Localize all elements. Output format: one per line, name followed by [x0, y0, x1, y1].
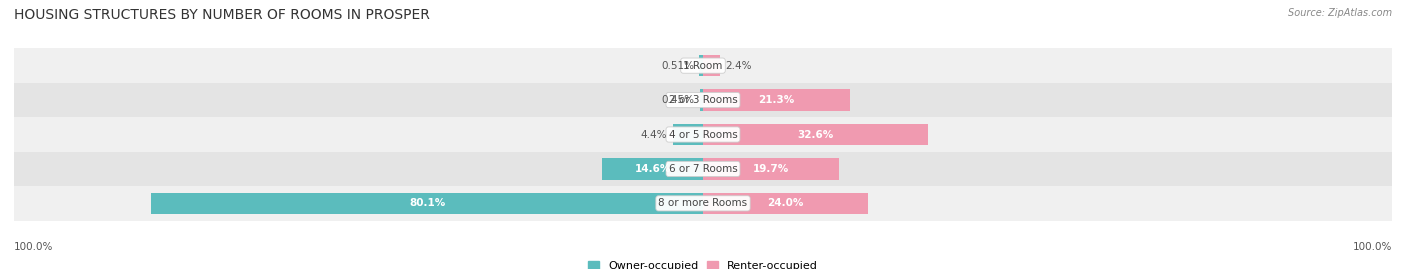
- Legend: Owner-occupied, Renter-occupied: Owner-occupied, Renter-occupied: [583, 256, 823, 269]
- Text: 4 or 5 Rooms: 4 or 5 Rooms: [669, 129, 737, 140]
- Bar: [14, 186, 1392, 221]
- Bar: [14, 152, 1392, 186]
- Text: 1 Room: 1 Room: [683, 61, 723, 71]
- Bar: [14, 48, 1392, 83]
- Bar: [703, 55, 720, 76]
- Text: 8 or more Rooms: 8 or more Rooms: [658, 198, 748, 208]
- Bar: [703, 193, 869, 214]
- Bar: [700, 89, 703, 111]
- Text: 2 or 3 Rooms: 2 or 3 Rooms: [669, 95, 737, 105]
- Bar: [672, 124, 703, 145]
- Text: HOUSING STRUCTURES BY NUMBER OF ROOMS IN PROSPER: HOUSING STRUCTURES BY NUMBER OF ROOMS IN…: [14, 8, 430, 22]
- Text: 2.4%: 2.4%: [725, 61, 752, 71]
- Text: 0.51%: 0.51%: [661, 61, 695, 71]
- Text: 14.6%: 14.6%: [634, 164, 671, 174]
- Text: 32.6%: 32.6%: [797, 129, 834, 140]
- Text: 0.45%: 0.45%: [661, 95, 695, 105]
- Text: 21.3%: 21.3%: [758, 95, 794, 105]
- Bar: [700, 55, 703, 76]
- Text: 4.4%: 4.4%: [641, 129, 668, 140]
- Text: 6 or 7 Rooms: 6 or 7 Rooms: [669, 164, 737, 174]
- Text: 100.0%: 100.0%: [14, 242, 53, 253]
- Text: 100.0%: 100.0%: [1353, 242, 1392, 253]
- Text: 24.0%: 24.0%: [768, 198, 804, 208]
- Bar: [602, 158, 703, 180]
- Bar: [703, 124, 928, 145]
- Bar: [703, 89, 849, 111]
- Bar: [14, 83, 1392, 117]
- Text: Source: ZipAtlas.com: Source: ZipAtlas.com: [1288, 8, 1392, 18]
- Text: 80.1%: 80.1%: [409, 198, 446, 208]
- Bar: [703, 158, 839, 180]
- Bar: [14, 117, 1392, 152]
- Text: 19.7%: 19.7%: [752, 164, 789, 174]
- Bar: [152, 193, 703, 214]
